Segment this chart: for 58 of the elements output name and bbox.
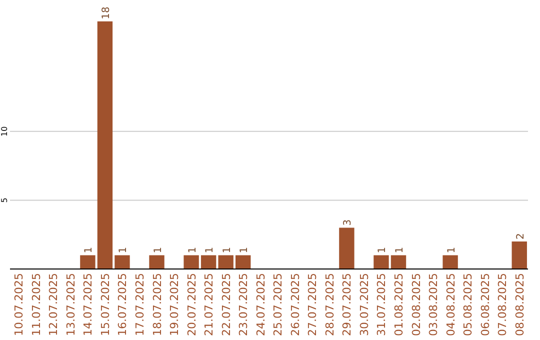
x-tick-label: 08.08.2025 bbox=[513, 273, 526, 336]
x-tick-label: 22.07.2025 bbox=[220, 273, 233, 336]
bar bbox=[184, 255, 199, 269]
data-label: 3 bbox=[342, 219, 354, 226]
x-tick-label: 17.07.2025 bbox=[134, 273, 146, 336]
x-tick-label: 07.08.2025 bbox=[496, 273, 510, 336]
x-tick-label: 01.08.2025 bbox=[392, 273, 406, 336]
x-tick-label: 12.07.2025 bbox=[47, 273, 60, 336]
x-tick-label: 02.08.2025 bbox=[410, 273, 423, 336]
x-tick-label: 24.07.2025 bbox=[254, 273, 268, 336]
y-tick-label: 10 bbox=[0, 126, 9, 137]
bar bbox=[512, 241, 527, 269]
x-tick-label: 31.07.2025 bbox=[375, 273, 388, 336]
data-label: 1 bbox=[394, 246, 406, 254]
x-tick-label: 23.07.2025 bbox=[237, 273, 250, 336]
x-tick-label: 20.07.2025 bbox=[185, 273, 198, 336]
x-tick-label: 15.07.2025 bbox=[98, 273, 112, 336]
x-tick-label: 16.07.2025 bbox=[116, 273, 130, 336]
x-tick-label: 19.07.2025 bbox=[168, 273, 182, 336]
bar bbox=[374, 255, 389, 269]
x-tick-label: 06.08.2025 bbox=[478, 273, 492, 336]
y-tick-label: 5 bbox=[0, 198, 9, 203]
bar bbox=[149, 255, 164, 269]
data-label: 1 bbox=[152, 246, 164, 254]
data-label: 1 bbox=[187, 246, 198, 254]
bar bbox=[442, 255, 458, 269]
bar bbox=[97, 21, 113, 269]
x-tick-label: 14.07.2025 bbox=[82, 273, 95, 336]
x-tick-label: 30.07.2025 bbox=[358, 273, 371, 336]
data-label: 1 bbox=[239, 246, 250, 254]
data-label: 1 bbox=[222, 246, 233, 254]
x-tick-label: 21.07.2025 bbox=[202, 273, 216, 336]
x-tick-label: 10.07.2025 bbox=[12, 273, 26, 336]
x-tick-label: 18.07.2025 bbox=[150, 273, 164, 336]
bar bbox=[339, 228, 354, 269]
x-tick-label: 05.08.2025 bbox=[462, 273, 475, 336]
data-label: 18 bbox=[100, 6, 112, 20]
x-tick-label: 25.07.2025 bbox=[272, 273, 285, 336]
data-label: 1 bbox=[204, 246, 216, 254]
data-label: 1 bbox=[118, 246, 130, 254]
x-tick-label: 26.07.2025 bbox=[288, 273, 302, 336]
bar bbox=[236, 255, 251, 269]
x-tick-label: 03.08.2025 bbox=[427, 273, 440, 336]
data-label: 2 bbox=[515, 233, 526, 240]
bar bbox=[114, 255, 130, 269]
x-tick-label: 27.07.2025 bbox=[306, 273, 320, 336]
x-tick-label: 28.07.2025 bbox=[323, 273, 336, 336]
x-tick-label: 29.07.2025 bbox=[340, 273, 354, 336]
bar bbox=[218, 255, 234, 269]
bar bbox=[80, 255, 96, 269]
bar bbox=[200, 255, 216, 269]
bar bbox=[390, 255, 406, 269]
x-tick-label: 11.07.2025 bbox=[30, 273, 43, 336]
data-label: 1 bbox=[377, 246, 388, 254]
x-tick-label: 04.08.2025 bbox=[444, 273, 458, 336]
data-label: 1 bbox=[446, 246, 458, 254]
data-label: 1 bbox=[84, 246, 95, 254]
x-tick-label: 13.07.2025 bbox=[64, 273, 78, 336]
